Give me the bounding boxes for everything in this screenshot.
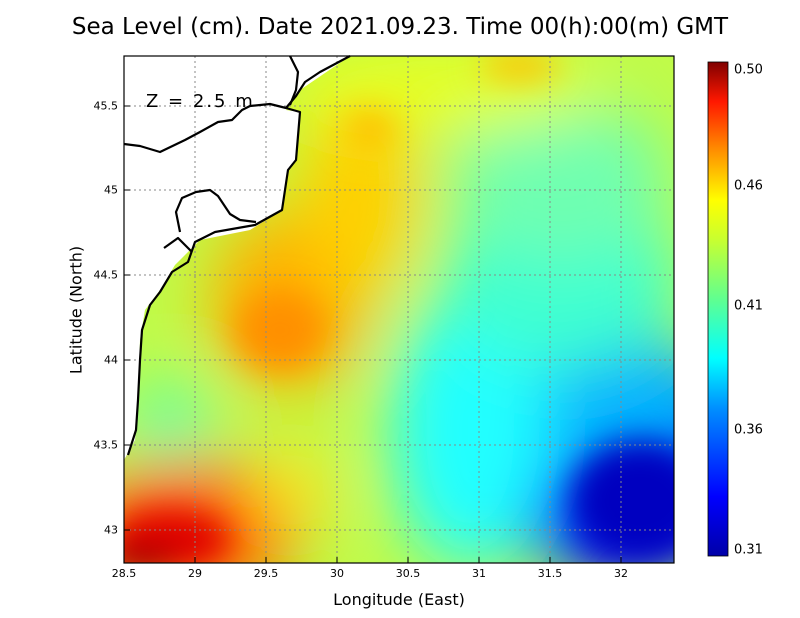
y-tick-label: 43.5 bbox=[93, 438, 119, 452]
y-tick-label: 44 bbox=[104, 353, 118, 367]
colorbar-tick-label: 0.31 bbox=[734, 542, 763, 558]
x-tick-label: 30.5 bbox=[395, 567, 421, 580]
depth-annotation: Z = 2.5 m bbox=[146, 91, 255, 112]
x-tick-label: 31.5 bbox=[537, 567, 563, 580]
y-axis-label: Latitude (North) bbox=[66, 245, 86, 375]
colorbar-tick-label: 0.50 bbox=[734, 62, 763, 78]
x-tick-label: 31 bbox=[472, 567, 486, 580]
x-axis-label: Longitude (East) bbox=[333, 590, 465, 609]
coastline bbox=[123, 55, 351, 456]
x-tick-label: 29.5 bbox=[253, 567, 279, 580]
plot-title: Sea Level (cm). Date 2021.09.23. Time 00… bbox=[71, 14, 729, 40]
grid-lines bbox=[124, 56, 674, 563]
sea-level-field bbox=[124, 56, 674, 563]
colorbar-tick-label: 0.36 bbox=[734, 422, 763, 438]
colorbar-tick-label: 0.46 bbox=[734, 178, 763, 194]
plot-frame bbox=[123, 55, 675, 564]
x-tick-label: 30 bbox=[330, 567, 344, 580]
tick-marks bbox=[124, 105, 622, 563]
y-tick-label: 45.5 bbox=[93, 99, 119, 113]
x-tick-label: 29 bbox=[188, 567, 202, 580]
colorbar-tick-label: 0.41 bbox=[734, 298, 763, 314]
colorbar bbox=[707, 61, 729, 557]
x-tick-label: 32 bbox=[614, 567, 628, 580]
x-tick-label: 28.5 bbox=[111, 567, 137, 580]
y-tick-label: 43 bbox=[104, 523, 118, 537]
y-tick-label: 45 bbox=[104, 183, 118, 197]
y-tick-label: 44.5 bbox=[93, 268, 119, 282]
